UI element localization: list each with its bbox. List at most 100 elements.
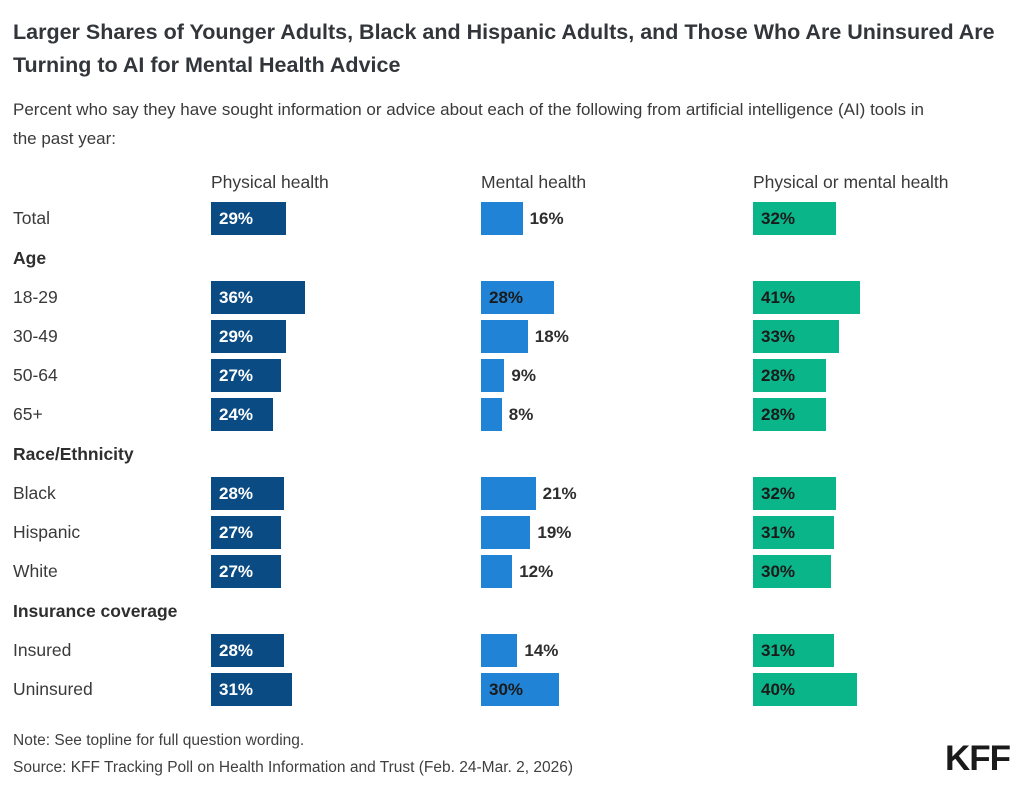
bar-mental-health <box>481 516 531 549</box>
bar-cell-physical-health: 27% <box>211 356 481 395</box>
row-label: 65+ <box>13 404 43 424</box>
bar-physical-health: 24% <box>211 398 274 431</box>
row-65: 65+ 24% 8% 28% <box>0 395 1024 434</box>
bar-mental-health <box>481 477 536 510</box>
bar-mental-health <box>481 202 523 235</box>
bar-physical-health: 29% <box>211 202 287 235</box>
column-header-row: Physical health Mental health Physical o… <box>0 163 1024 193</box>
bar-cell-physical-or-mental-health: 28% <box>753 395 1024 434</box>
column-header-mental-health: Mental health <box>481 172 587 192</box>
bar-cell-physical-or-mental-health: 31% <box>753 513 1024 552</box>
bar-physical-health: 29% <box>211 320 287 353</box>
chart-title: Larger Shares of Younger Adults, Black a… <box>13 20 995 77</box>
row-18-29: 18-29 36% 28% 41% <box>0 278 1024 317</box>
row-black: Black 28% 21% 32% <box>0 474 1024 513</box>
group-header-race-ethnicity: Race/Ethnicity <box>0 434 1024 474</box>
bar-cell-mental-health: 16% <box>481 199 753 238</box>
bar-value-label: 30% <box>761 561 796 581</box>
bar-cell-physical-health: 36% <box>211 278 481 317</box>
bar-physical-or-mental-health: 32% <box>753 477 837 510</box>
footer-note: Note: See topline for full question word… <box>13 732 305 749</box>
row-label: 50-64 <box>13 365 58 385</box>
bar-value-label: 33% <box>761 326 796 346</box>
chart-area: Physical health Mental health Physical o… <box>0 163 1024 709</box>
bar-value-label: 28% <box>219 483 254 503</box>
bar-mental-health <box>481 320 528 353</box>
row-white: White 27% 12% 30% <box>0 552 1024 591</box>
bar-cell-physical-health: 27% <box>211 552 481 591</box>
bar-cell-physical-or-mental-health: 32% <box>753 199 1024 238</box>
bar-cell-physical-or-mental-health: 30% <box>753 552 1024 591</box>
bar-value-label: 31% <box>761 640 796 660</box>
bar-cell-physical-or-mental-health: 33% <box>753 317 1024 356</box>
bar-physical-or-mental-health: 30% <box>753 555 831 588</box>
chart-rows: Total 29% 16% 32% Age 18-29 36% 28% 41% 30-49 29% 1… <box>0 199 1024 709</box>
bar-value-label: 16% <box>529 208 564 228</box>
column-header-physical-or-mental-health: Physical or mental health <box>753 172 949 192</box>
row-total: Total 29% 16% 32% <box>0 199 1024 238</box>
row-30-49: 30-49 29% 18% 33% <box>0 317 1024 356</box>
bar-physical-or-mental-health: 31% <box>753 634 834 667</box>
bar-cell-physical-health: 29% <box>211 199 481 238</box>
group-header-label: Insurance coverage <box>13 600 178 621</box>
row-label: 18-29 <box>13 287 58 307</box>
footer-source: Source: KFF Tracking Poll on Health Info… <box>13 759 573 776</box>
bar-value-label: 29% <box>219 326 254 346</box>
bar-physical-health: 27% <box>211 555 282 588</box>
bar-physical-or-mental-health: 32% <box>753 202 837 235</box>
bar-cell-physical-health: 28% <box>211 631 481 670</box>
bar-mental-health: 28% <box>481 281 554 314</box>
bar-value-label: 31% <box>219 679 254 699</box>
bar-value-label: 14% <box>524 640 559 660</box>
bar-physical-or-mental-health: 28% <box>753 359 826 392</box>
bar-mental-health <box>481 398 502 431</box>
bar-value-label: 40% <box>761 679 796 699</box>
bar-cell-mental-health: 21% <box>481 474 753 513</box>
row-insured: Insured 28% 14% 31% <box>0 631 1024 670</box>
bar-mental-health <box>481 555 513 588</box>
row-label: 30-49 <box>13 326 58 346</box>
bar-cell-physical-health: 24% <box>211 395 481 434</box>
row-label: Insured <box>13 640 72 660</box>
bar-cell-mental-health: 8% <box>481 395 753 434</box>
bar-value-label: 41% <box>761 287 796 307</box>
bar-value-label: 28% <box>761 365 796 385</box>
bar-physical-health: 36% <box>211 281 305 314</box>
bar-cell-mental-health: 14% <box>481 631 753 670</box>
row-50-64: 50-64 27% 9% 28% <box>0 356 1024 395</box>
bar-value-label: 28% <box>219 640 254 660</box>
bar-value-label: 29% <box>219 208 254 228</box>
bar-value-label: 21% <box>542 483 577 503</box>
bar-physical-health: 28% <box>211 477 284 510</box>
bar-cell-physical-health: 29% <box>211 317 481 356</box>
row-label: Black <box>13 483 56 503</box>
bar-physical-health: 27% <box>211 359 282 392</box>
group-header-insurance-coverage: Insurance coverage <box>0 591 1024 631</box>
bar-physical-or-mental-health: 33% <box>753 320 839 353</box>
bar-value-label: 19% <box>537 522 572 542</box>
row-hispanic: Hispanic 27% 19% 31% <box>0 513 1024 552</box>
bar-physical-health: 31% <box>211 673 292 706</box>
row-label: White <box>13 561 58 581</box>
chart-subtitle: Percent who say they have sought informa… <box>13 100 924 148</box>
bar-physical-or-mental-health: 41% <box>753 281 860 314</box>
bar-value-label: 28% <box>489 287 524 307</box>
bar-cell-physical-or-mental-health: 40% <box>753 670 1024 709</box>
bar-value-label: 12% <box>519 561 554 581</box>
bar-value-label: 27% <box>219 522 254 542</box>
bar-value-label: 9% <box>511 365 536 385</box>
bar-mental-health <box>481 634 518 667</box>
bar-value-label: 27% <box>219 561 254 581</box>
bar-cell-physical-or-mental-health: 31% <box>753 631 1024 670</box>
bar-physical-health: 28% <box>211 634 284 667</box>
kff-logo: KFF <box>944 739 1011 778</box>
bar-cell-physical-or-mental-health: 28% <box>753 356 1024 395</box>
bar-physical-or-mental-health: 40% <box>753 673 857 706</box>
bar-mental-health <box>481 359 505 392</box>
bar-value-label: 36% <box>219 287 254 307</box>
group-header-label: Age <box>13 247 47 268</box>
bar-cell-mental-health: 30% <box>481 670 753 709</box>
bar-value-label: 32% <box>761 208 796 228</box>
group-header-label: Race/Ethnicity <box>13 443 134 464</box>
